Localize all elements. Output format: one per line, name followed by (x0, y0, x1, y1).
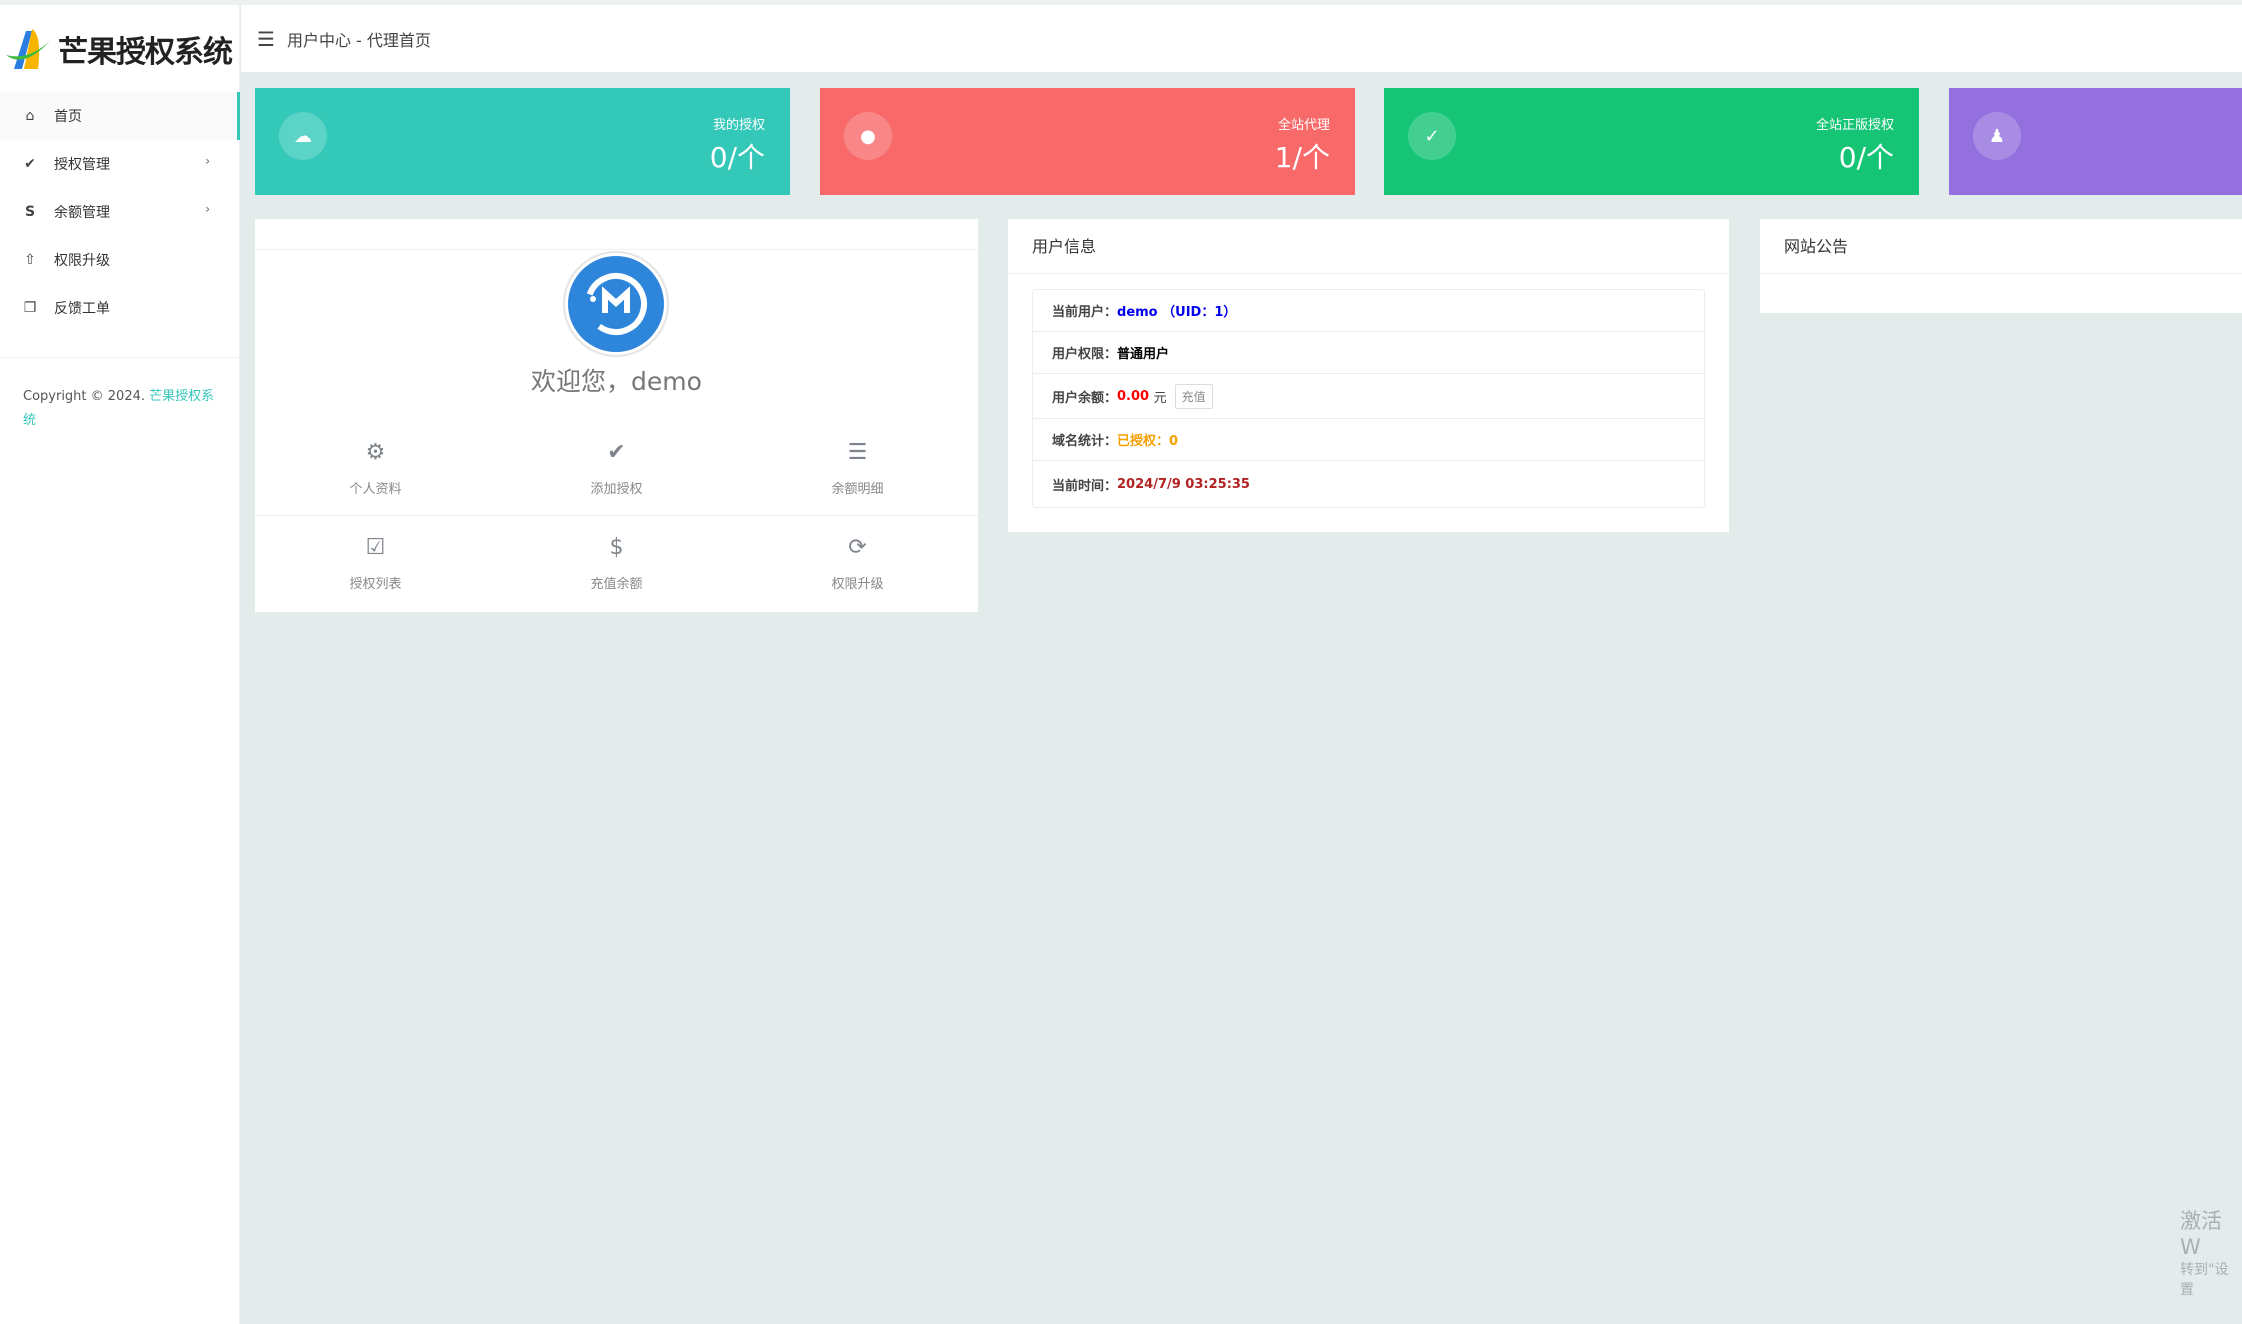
user-sync-icon: ⟳ (848, 535, 867, 560)
stat-label: 全站正版授权 (1815, 118, 1894, 133)
sidebar-item-label: 权限升级 (54, 253, 110, 269)
shortcut-license-list[interactable]: ☑ 授权列表 (255, 535, 496, 592)
info-value: 已授权：0 (1117, 434, 1179, 449)
sidebar-item-balance-management[interactable]: S 余额管理 › (0, 188, 240, 236)
user-icon: ● (844, 112, 892, 160)
mango-logo-icon (6, 29, 50, 69)
shortcut-label: 余额明细 (831, 482, 884, 497)
chevron-right-icon: › (205, 202, 210, 216)
badge-check-icon: ✔ (24, 156, 36, 172)
list-icon: ☰ (847, 440, 868, 465)
user-info-panel: 用户信息 (1008, 219, 1729, 532)
stat-card-qq: ♟ (1949, 88, 2242, 195)
stat-value: 0/个 (709, 141, 765, 174)
recharge-button[interactable]: 充值 (1174, 383, 1213, 409)
checklist-icon: ☑ (365, 535, 386, 560)
watermark-line2: 转到"设置 (2180, 1262, 2229, 1298)
sidebar: 芒果授权系统 ⌂ 首页 ✔ 授权管理 › S 余额管理 › ⇧ 权限升级 ❐ 反馈工单 Cop… (0, 5, 240, 1324)
badge-check-icon: ✔ (607, 440, 626, 465)
info-value: 0.00 (1117, 388, 1150, 404)
sidebar-item-home[interactable]: ⌂ 首页 (0, 92, 240, 140)
info-label: 用户权限： (1052, 347, 1118, 362)
stat-card-site-licenses: ✓ 全站正版授权 0/个 (1384, 88, 1919, 195)
copyright: Copyright © 2024. 芒果授权系统 (23, 385, 218, 433)
shortcut-profile[interactable]: ⚙ 个人资料 (255, 440, 496, 497)
sidebar-item-feedback[interactable]: ❐ 反馈工单 (0, 284, 240, 332)
stat-card-my-licenses: ☁ 我的授权 0/个 (255, 88, 790, 195)
info-row-balance: 用户余额： 0.00 元充值 (1033, 374, 1704, 419)
home-icon: ⌂ (25, 108, 35, 124)
shortcut-balance-details[interactable]: ☰ 余额明细 (737, 440, 978, 497)
info-value: 普通用户 (1117, 347, 1170, 362)
shortcut-label: 权限升级 (831, 577, 884, 592)
info-row-permission: 用户权限： 普通用户 (1033, 332, 1704, 374)
info-row-time: 当前时间： 2024/7/9 03:25:35 (1033, 461, 1704, 507)
stat-value: 0/个 (1838, 141, 1894, 174)
qq-penguin-icon: ♟ (1973, 112, 2021, 160)
info-label: 当前用户： (1052, 305, 1118, 320)
info-row-domains: 域名统计： 已授权：0 (1033, 419, 1704, 461)
avatar (563, 251, 669, 357)
shortcut-upgrade[interactable]: ⟳ 权限升级 (737, 535, 978, 592)
menu-toggle-icon[interactable]: ☰ (257, 26, 275, 51)
sidebar-item-label: 反馈工单 (54, 301, 110, 317)
shortcut-label: 充值余额 (590, 577, 643, 592)
user-check-icon: ✓ (1408, 112, 1456, 160)
dollar-circle-icon: $ (609, 535, 624, 560)
gear-icon: ⚙ (365, 440, 386, 465)
chevron-right-icon: › (205, 154, 210, 168)
cloud-icon: ☁ (279, 112, 327, 160)
stat-value: 1/个 (1274, 141, 1330, 174)
shortcut-label: 添加授权 (590, 482, 643, 497)
top-header: ☰ 用户中心 - 代理首页 (241, 5, 2242, 72)
logo-text: 芒果授权系统 (58, 35, 233, 70)
activation-watermark: 激活 W 转到"设置 (2180, 1208, 2242, 1300)
currency-unit: 元 (1153, 390, 1167, 406)
shortcut-label: 个人资料 (349, 482, 402, 497)
info-row-user: 当前用户： demo （UID：1） (1033, 290, 1704, 332)
stat-label: 全站代理 (1277, 118, 1330, 133)
mango-avatar-icon (585, 273, 647, 335)
stat-label: 我的授权 (712, 118, 765, 133)
sidebar-divider (0, 357, 240, 358)
shortcut-label: 授权列表 (349, 577, 402, 592)
logo[interactable]: 芒果授权系统 (4, 25, 233, 73)
copyright-link[interactable]: 芒果授权系统 (23, 389, 215, 428)
arrow-up-icon: ⇧ (24, 252, 36, 268)
info-value: demo （UID：1） (1117, 305, 1237, 320)
shortcut-add-license[interactable]: ✔ 添加授权 (496, 440, 737, 497)
shortcut-divider (255, 515, 978, 516)
window-top-border (0, 0, 2242, 5)
shortcut-recharge[interactable]: $ 充值余额 (496, 535, 737, 592)
notice-panel: 网站公告 (1760, 219, 2242, 313)
breadcrumb: 用户中心 - 代理首页 (286, 30, 431, 50)
info-label: 当前时间： (1052, 478, 1118, 494)
stat-card-site-agents: ● 全站代理 1/个 (820, 88, 1355, 195)
comments-icon: ❐ (23, 300, 37, 316)
info-label: 域名统计： (1052, 434, 1118, 449)
skype-s-icon: S (24, 204, 36, 220)
sidebar-item-upgrade[interactable]: ⇧ 权限升级 (0, 236, 240, 284)
copyright-text: Copyright © 2024. (23, 389, 146, 404)
sidebar-item-license-management[interactable]: ✔ 授权管理 › (0, 140, 240, 188)
welcome-text: 欢迎您，demo (531, 367, 702, 396)
panel-header (255, 219, 978, 250)
sidebar-nav: ⌂ 首页 ✔ 授权管理 › S 余额管理 › ⇧ 权限升级 ❐ 反馈工单 (0, 92, 240, 332)
sidebar-item-label: 首页 (54, 109, 82, 125)
watermark-line1: 激活 W (2180, 1209, 2222, 1259)
panel-title: 用户信息 (1008, 219, 1729, 274)
sidebar-item-label: 余额管理 (54, 205, 110, 221)
user-info-list: 当前用户： demo （UID：1） 用户权限： 普通用户 用户余额： 0.00 元充… (1032, 289, 1705, 508)
panel-title: 网站公告 (1760, 219, 2242, 274)
info-value: 2024/7/9 03:25:35 (1117, 476, 1250, 492)
sidebar-item-label: 授权管理 (54, 157, 110, 173)
info-label: 用户余额： (1052, 390, 1118, 406)
